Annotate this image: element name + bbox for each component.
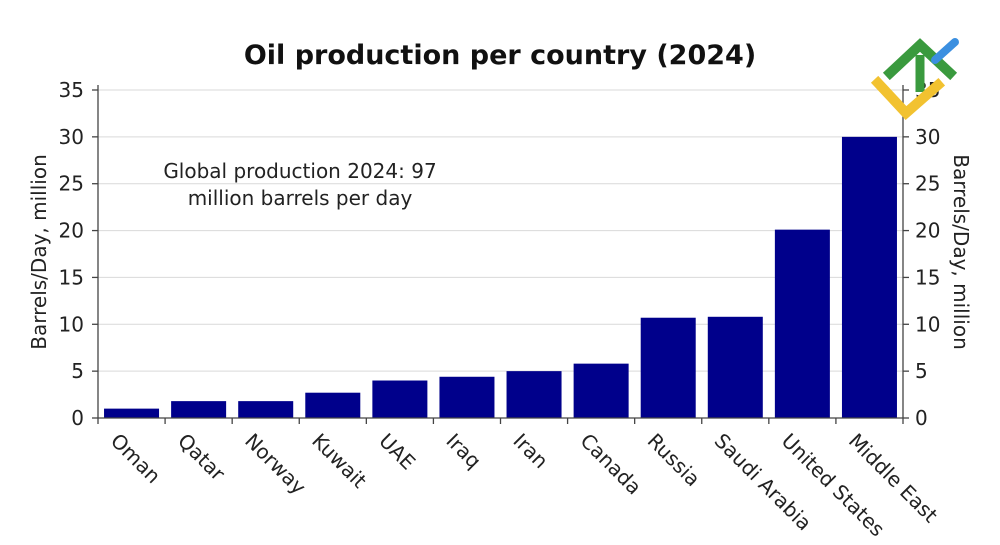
x-category-label: Oman bbox=[106, 429, 166, 489]
x-category-label: Russia bbox=[643, 429, 705, 491]
bar bbox=[305, 392, 361, 418]
y-tick-label-left: 0 bbox=[71, 406, 84, 430]
x-category-label: Iran bbox=[509, 429, 554, 474]
bar bbox=[774, 229, 830, 418]
x-category-label: Norway bbox=[240, 429, 311, 500]
y-tick-label-right: 20 bbox=[915, 219, 940, 243]
x-category-label: Kuwait bbox=[307, 429, 371, 493]
bar bbox=[707, 316, 763, 418]
gridlines bbox=[98, 89, 903, 372]
y-tick-label-right: 5 bbox=[915, 359, 928, 383]
annotation-line-1: Global production 2024: 97 bbox=[163, 159, 436, 183]
bar bbox=[372, 380, 428, 418]
bar bbox=[640, 317, 696, 418]
y-tick-label-right: 15 bbox=[915, 265, 940, 289]
x-category-label: Iraq bbox=[441, 429, 486, 474]
y-axis-label-left: Barrels/Day, million bbox=[27, 154, 51, 349]
brand-logo bbox=[870, 38, 959, 120]
bar bbox=[104, 408, 160, 418]
y-tick-label-left: 5 bbox=[71, 359, 84, 383]
logo-blue-stroke bbox=[931, 38, 959, 64]
y-tick-label-right: 25 bbox=[915, 172, 940, 196]
bar bbox=[238, 401, 294, 418]
logo-yellow-chevron bbox=[870, 75, 946, 120]
bars bbox=[104, 136, 897, 418]
y-tick-label-right: 10 bbox=[915, 312, 940, 336]
y-tick-label-left: 25 bbox=[59, 172, 84, 196]
bar bbox=[171, 401, 227, 418]
bar bbox=[439, 376, 495, 418]
y-tick-label-left: 15 bbox=[59, 265, 84, 289]
y-tick-label-right: 30 bbox=[915, 125, 940, 149]
y-tick-label-left: 10 bbox=[59, 312, 84, 336]
x-category-label: Qatar bbox=[173, 429, 230, 486]
bar bbox=[573, 363, 629, 418]
annotation-line-2: million barrels per day bbox=[188, 186, 413, 210]
y-tick-label-left: 20 bbox=[59, 219, 84, 243]
y-tick-label-right: 0 bbox=[915, 406, 928, 430]
bar bbox=[506, 371, 562, 418]
logo-green-chevron bbox=[882, 38, 958, 81]
y-axis-label-right: Barrels/Day, million bbox=[949, 154, 973, 349]
x-category-label: Canada bbox=[576, 429, 647, 500]
x-category-label: UAE bbox=[374, 429, 420, 475]
bar bbox=[841, 136, 897, 418]
y-tick-label-left: 30 bbox=[59, 125, 84, 149]
y-tick-label-left: 35 bbox=[59, 78, 84, 102]
chart-title: Oil production per country (2024) bbox=[244, 40, 756, 71]
